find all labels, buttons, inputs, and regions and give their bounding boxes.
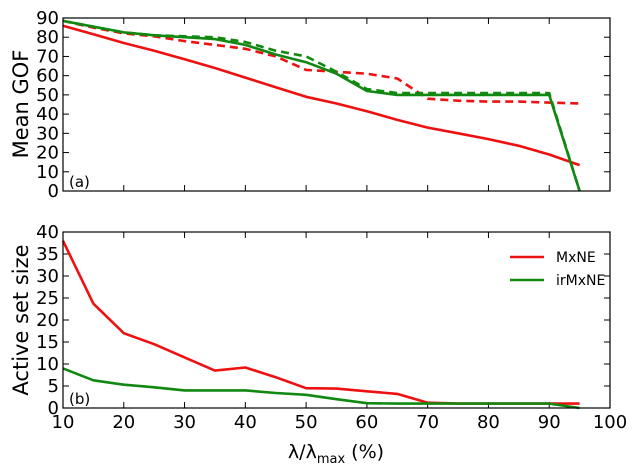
panel-a-ytick-label: 50	[36, 85, 59, 106]
panel-a-line-irmxne-solid	[62, 19, 581, 192]
panel-b-ytick-label: 35	[36, 244, 59, 265]
panel-b-ytick-label: 5	[48, 376, 59, 397]
legend: MxNE irMxNE	[510, 250, 605, 289]
panel-b-label: (b)	[69, 390, 90, 408]
panel-b-line-irmxne-solid	[62, 367, 580, 410]
panel-b-line-mxne-solid	[61, 240, 580, 405]
x-tick-label: 40	[234, 412, 257, 433]
panel-b-ytick-label: 10	[36, 354, 59, 375]
panel-a-ytick-label: 70	[36, 46, 59, 67]
x-axis-label-sub: max	[317, 452, 346, 467]
panel-a-ytick-label: 90	[36, 8, 59, 29]
x-tick-label: 60	[355, 412, 378, 433]
panel-a-frame	[62, 17, 611, 192]
x-axis-label-suffix: (%)	[345, 441, 384, 463]
panel-a-ytick-label: 40	[36, 104, 59, 125]
panel-a-series	[62, 19, 581, 192]
panel-a-label: (a)	[69, 173, 90, 191]
panel-b-ytick-label: 30	[36, 266, 59, 287]
panel-b-y-axis-label: Active set size	[9, 244, 33, 395]
panel-a-y-axis-label: Mean GOF	[9, 50, 33, 159]
panel-b-ytick-label: 20	[36, 310, 59, 331]
panel-b-ytick-label: 0	[48, 398, 59, 419]
x-tick-label: 100	[593, 412, 627, 433]
x-tick-label: 10	[52, 412, 75, 433]
panel-a-ytick-label: 30	[36, 123, 59, 144]
panel-b-frame	[62, 231, 611, 409]
legend-label-mxne: MxNE	[556, 250, 596, 266]
panel-a-ytick-label: 10	[36, 162, 59, 183]
x-tick-label: 70	[416, 412, 439, 433]
panel-a-line-irmxne-dashed	[62, 19, 581, 192]
panel-b-series	[61, 240, 580, 410]
panel-a-ytick-label: 20	[36, 143, 59, 164]
x-tick-label: 90	[538, 412, 561, 433]
x-axis-label-main: λ/λ	[288, 441, 317, 463]
x-axis-ticks: 10 20 30 40 50 60 70 80 90 100	[52, 412, 628, 433]
panel-a-ytick-label: 0	[48, 181, 59, 202]
x-tick-label: 30	[173, 412, 196, 433]
panel-a-line-mxne-solid	[62, 24, 581, 167]
panel-b-ytick-label: 25	[36, 288, 59, 309]
x-tick-label: 80	[477, 412, 500, 433]
legend-label-irmxne: irMxNE	[556, 273, 605, 289]
x-tick-label: 50	[295, 412, 318, 433]
panel-a-ytick-label: 80	[36, 27, 59, 48]
panel-a-line-mxne-dashed	[62, 19, 580, 105]
panel-a-ytick-label: 60	[36, 66, 59, 87]
panel-b-ytick-label: 15	[36, 332, 59, 353]
x-tick-label: 20	[112, 412, 135, 433]
panel-b-ytick-label: 40	[36, 222, 59, 243]
x-axis-label: λ/λmax (%)	[288, 441, 384, 467]
